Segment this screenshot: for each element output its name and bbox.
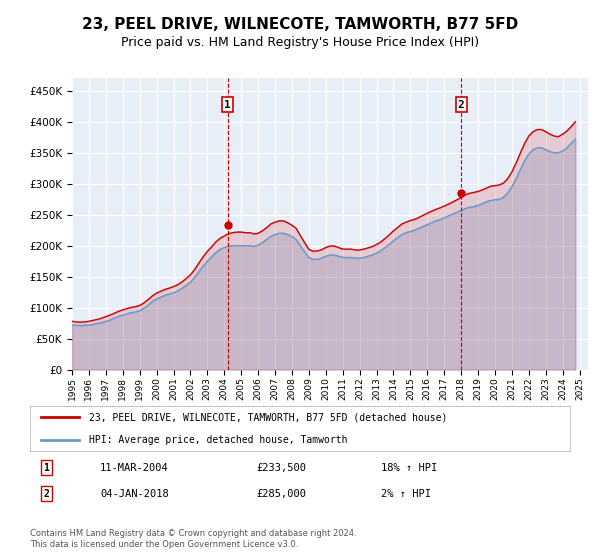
Text: 2: 2 (458, 100, 464, 110)
Text: Contains HM Land Registry data © Crown copyright and database right 2024.
This d: Contains HM Land Registry data © Crown c… (30, 529, 356, 549)
Text: 18% ↑ HPI: 18% ↑ HPI (381, 463, 437, 473)
Text: £233,500: £233,500 (257, 463, 307, 473)
Text: 11-MAR-2004: 11-MAR-2004 (100, 463, 169, 473)
Text: 2: 2 (43, 489, 49, 499)
Text: £285,000: £285,000 (257, 489, 307, 499)
Text: 1: 1 (224, 100, 231, 110)
Text: 1: 1 (43, 463, 49, 473)
Text: 2% ↑ HPI: 2% ↑ HPI (381, 489, 431, 499)
Text: 23, PEEL DRIVE, WILNECOTE, TAMWORTH, B77 5FD (detached house): 23, PEEL DRIVE, WILNECOTE, TAMWORTH, B77… (89, 412, 448, 422)
Text: 23, PEEL DRIVE, WILNECOTE, TAMWORTH, B77 5FD: 23, PEEL DRIVE, WILNECOTE, TAMWORTH, B77… (82, 17, 518, 32)
Text: Price paid vs. HM Land Registry's House Price Index (HPI): Price paid vs. HM Land Registry's House … (121, 36, 479, 49)
Text: HPI: Average price, detached house, Tamworth: HPI: Average price, detached house, Tamw… (89, 435, 348, 445)
Text: 04-JAN-2018: 04-JAN-2018 (100, 489, 169, 499)
